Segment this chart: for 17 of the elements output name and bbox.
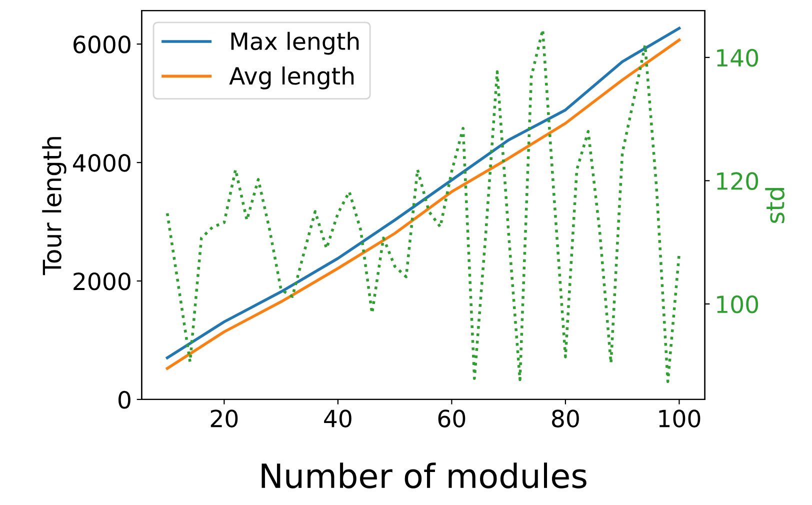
y-tick-label: 6000 — [74, 36, 130, 54]
y2-tick-label: 100 — [717, 295, 758, 314]
y2-axis-title: std — [765, 188, 785, 224]
y2-tick-label: 140 — [717, 48, 758, 67]
x-tick-label: 60 — [438, 410, 466, 428]
x-tick-label: 40 — [324, 410, 352, 428]
x-tick-label: 80 — [552, 410, 579, 428]
y2-tick-label: 120 — [717, 172, 758, 190]
y-tick-label: 4000 — [73, 154, 130, 172]
legend-label: Max length — [231, 32, 359, 55]
y-axis-title: Tour length — [42, 137, 66, 276]
y-tick-label: 0 — [118, 390, 130, 409]
y-tick-label: 2000 — [74, 272, 130, 290]
legend-label: Avg length — [229, 66, 354, 90]
x-axis-title: Number of modules — [262, 462, 586, 488]
x-tick-label: 20 — [210, 410, 238, 428]
x-tick-label: 100 — [659, 410, 700, 428]
